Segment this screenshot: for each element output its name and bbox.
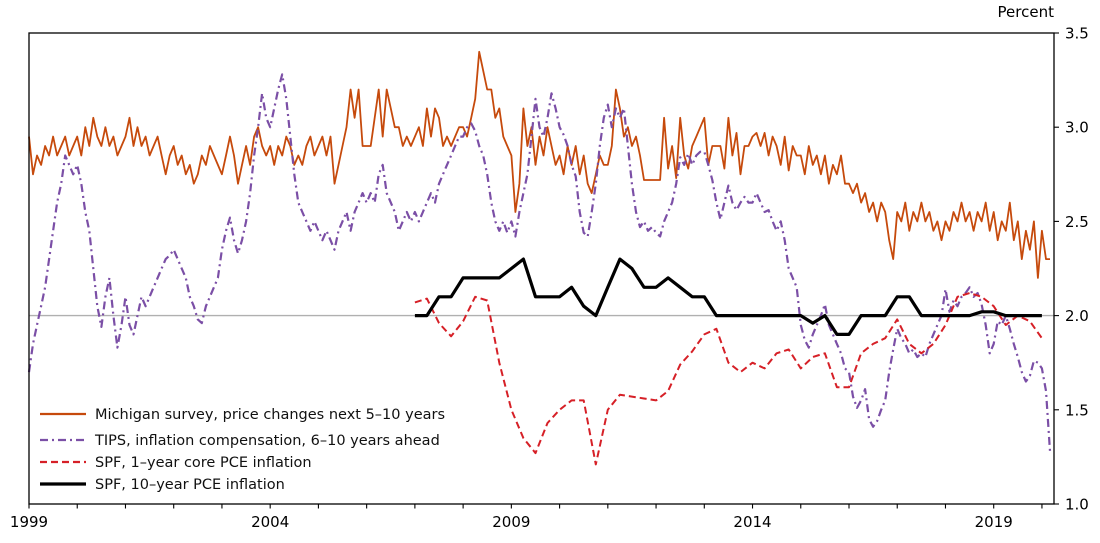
x-axis-label: 2009 <box>492 513 530 531</box>
x-axis-label: 2004 <box>251 513 289 531</box>
y-axis-label: 3.0 <box>1065 119 1089 137</box>
y-axis-label: 2.5 <box>1065 213 1089 231</box>
y-axis-label: 3.5 <box>1065 25 1089 43</box>
x-axis-label: 2014 <box>733 513 771 531</box>
y-axis-label: 1.5 <box>1065 401 1089 419</box>
x-axis-label: 2019 <box>975 513 1013 531</box>
x-axis-label: 1999 <box>10 513 48 531</box>
y-axis-label: 1.0 <box>1065 496 1089 514</box>
plot-area: 1999 2004 2009 2014 2019 1.0 1.5 2.0 2.5 3.0 3.5 Mi… <box>10 25 1089 532</box>
legend-label-spf-1y-core-pce: SPF, 1–year core PCE inflation <box>95 455 312 471</box>
legend-label-tips: TIPS, inflation compensation, 6–10 years… <box>94 433 440 449</box>
series-line-tips <box>27 73 1052 452</box>
series-line-michigan <box>28 50 1050 279</box>
legend-label-spf-10y-pce: SPF, 10–year PCE inflation <box>95 477 285 493</box>
series-line-spf-10y-pce <box>414 257 1042 336</box>
axis-unit-label: Percent <box>998 3 1055 21</box>
legend-label-michigan: Michigan survey, price changes next 5–10… <box>95 407 445 423</box>
y-axis-label: 2.0 <box>1065 307 1089 325</box>
series-line-spf-1y-core-pce <box>414 292 1043 466</box>
plot-frame-border <box>28 32 1055 505</box>
